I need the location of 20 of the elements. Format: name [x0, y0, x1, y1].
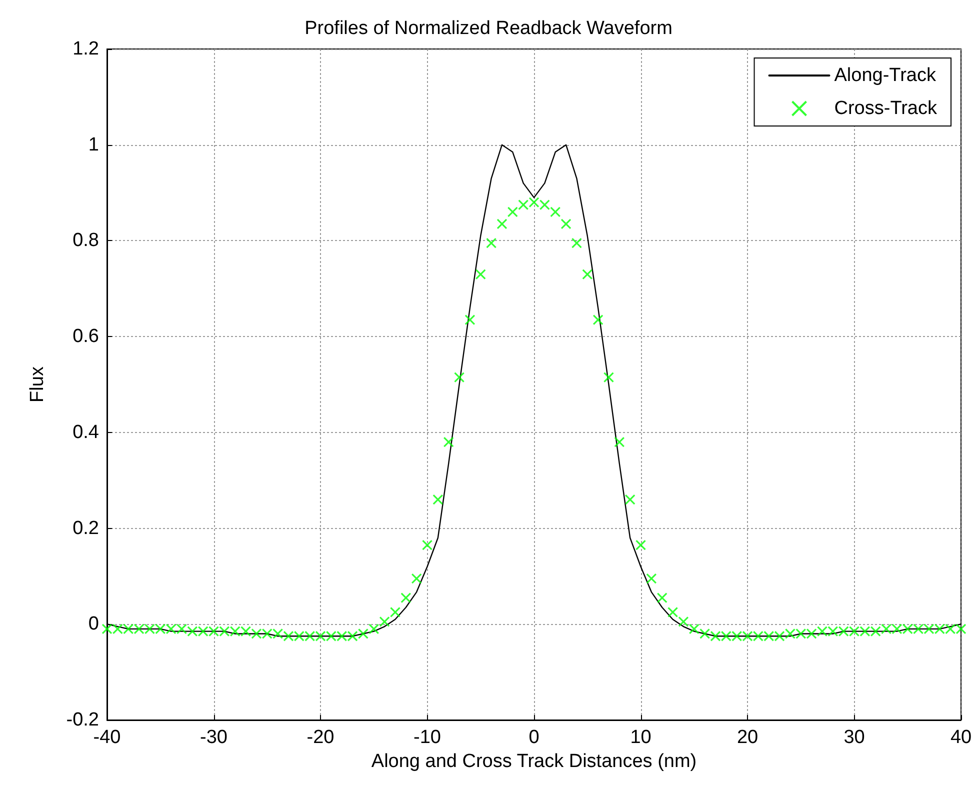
y-axis-title: Flux	[27, 366, 48, 402]
x-axis-title: Along and Cross Track Distances (nm)	[371, 751, 697, 772]
x-tick-label: 0	[528, 727, 540, 748]
y-tick-label: 0.8	[72, 230, 99, 252]
chart-title: Profiles of Normalized Readback Waveform	[304, 18, 672, 39]
y-tick-label: 0.2	[72, 518, 99, 539]
legend-label: Cross-Track	[834, 98, 938, 119]
x-tick-label: 40	[950, 727, 972, 748]
y-tick-label: 1	[88, 134, 99, 156]
y-tick-label: 0.6	[72, 326, 99, 348]
x-tick-label: 10	[630, 727, 652, 748]
x-tick-label: -30	[200, 727, 228, 748]
x-tick-label: -10	[414, 727, 441, 748]
x-tick-label: 20	[736, 727, 758, 748]
y-tick-label: 0.4	[72, 422, 100, 443]
y-tick-label: 0	[88, 614, 99, 635]
y-tick-label: 1.2	[72, 38, 99, 60]
x-tick-label: 30	[844, 727, 865, 748]
x-tick-label: -20	[306, 727, 334, 748]
legend-label: Along-Track	[834, 65, 936, 86]
